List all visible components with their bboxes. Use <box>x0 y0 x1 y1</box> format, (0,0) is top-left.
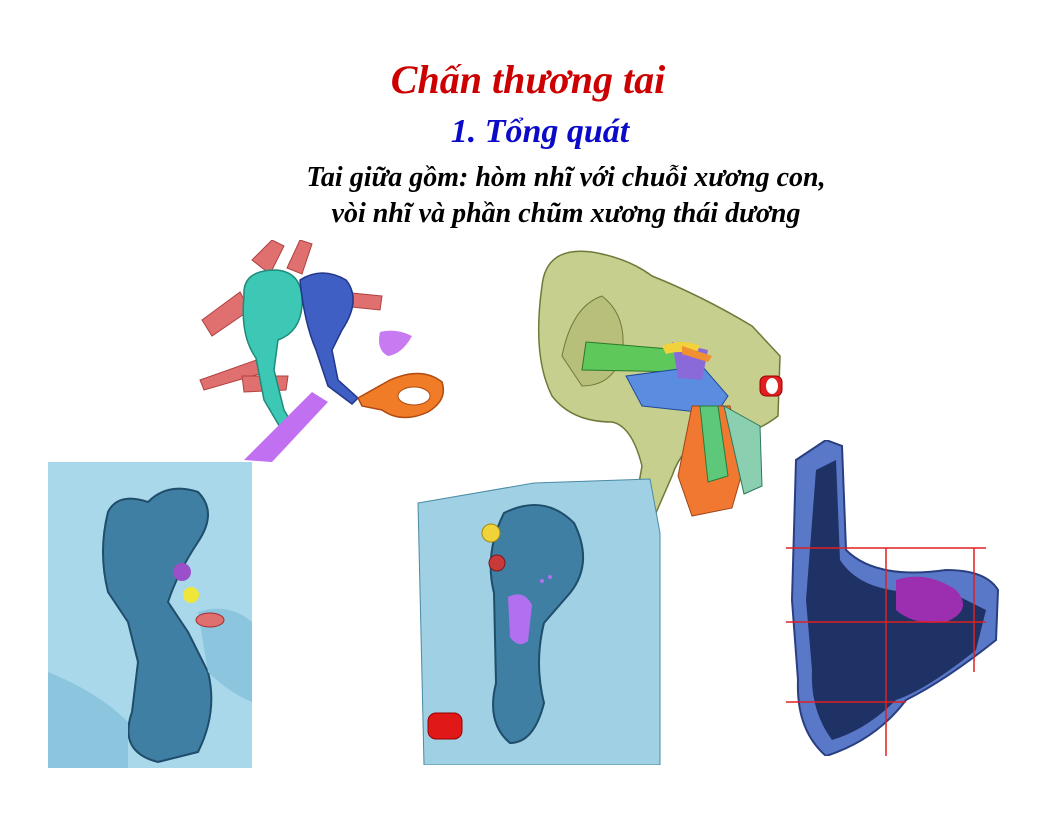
slide-subtitle: 1. Tổng quát <box>450 113 630 150</box>
body-line-2: vòi nhĩ và phần chũm xương thái dương <box>331 198 801 229</box>
ear-cross-section-illustration <box>532 246 784 522</box>
slide-title: Chấn thương tai <box>390 57 666 102</box>
tympanic-cavity-section-left <box>48 462 252 768</box>
ossicle-chain-illustration <box>192 240 452 465</box>
body-line-1: Tai giữa gồm: hòm nhĩ với chuỗi xương co… <box>306 162 826 193</box>
slide-body: Tai giữa gồm: hòm nhĩ với chuỗi xương co… <box>236 160 896 232</box>
mastoid-section-illustration <box>786 440 1000 756</box>
tympanic-cavity-section-middle <box>414 473 662 765</box>
